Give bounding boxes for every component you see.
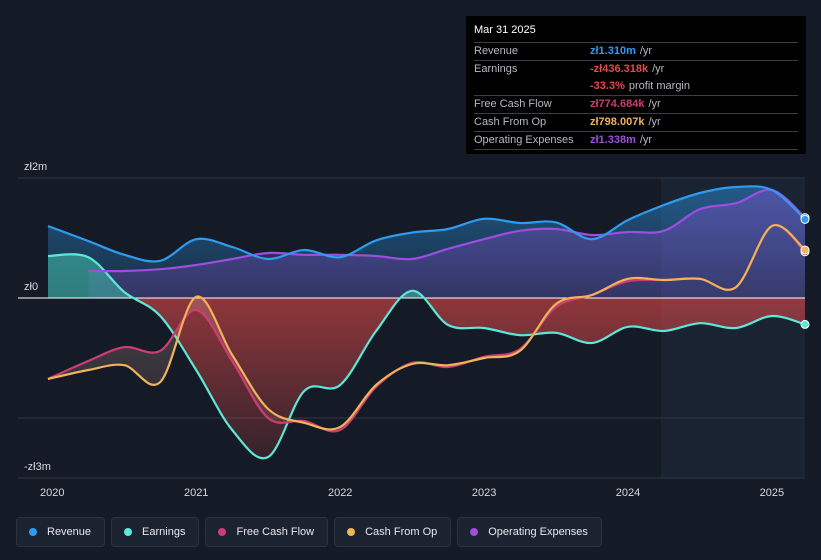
- tooltip-unit: /yr: [652, 63, 665, 75]
- legend-label: Cash From Op: [365, 526, 438, 538]
- tooltip-row-revenue: Revenue zł1.310m /yr: [474, 43, 798, 61]
- x-axis: 2020 2021 2022 2023 2024 2025: [40, 487, 784, 499]
- legend-dot-icon: [124, 528, 133, 536]
- tooltip-value: zł1.310m: [590, 45, 636, 57]
- tooltip-label: Revenue: [474, 45, 519, 57]
- legend-revenue[interactable]: Revenue: [16, 517, 106, 547]
- tooltip-unit: profit margin: [628, 80, 690, 92]
- legend-cash-from-op[interactable]: Cash From Op: [334, 517, 452, 547]
- earnings-negative-area: [48, 298, 805, 459]
- tooltip-panel: Mar 31 2025 Revenue zł1.310m /yr Earning…: [466, 16, 806, 154]
- series-areas: [48, 186, 806, 459]
- tooltip-unit: /yr: [639, 45, 653, 57]
- tooltip-label: Operating Expenses: [474, 134, 574, 146]
- revenue-line: [47, 185, 806, 263]
- tooltip-unit: /yr: [648, 116, 661, 128]
- legend: Revenue Earnings Free Cash Flow Cash Fro…: [16, 517, 602, 547]
- tooltip-label: Earnings: [474, 63, 518, 75]
- tooltip-row-fcf: Free Cash Flow zł774.684k /yr: [474, 96, 798, 114]
- earnings-line: [47, 253, 806, 460]
- legend-free-cash-flow[interactable]: Free Cash Flow: [205, 517, 329, 547]
- tooltip-date: Mar 31 2025: [474, 24, 798, 43]
- x-tick-label: 2023: [472, 487, 496, 499]
- tooltip-row-cfo: Cash From Op zł798.007k /yr: [474, 114, 798, 132]
- tooltip-label: Free Cash Flow: [474, 98, 552, 110]
- tooltip-unit: /yr: [648, 98, 661, 110]
- tooltip-value: -33.3%: [590, 80, 625, 92]
- legend-operating-expenses[interactable]: Operating Expenses: [457, 517, 602, 547]
- x-tick-label: 2022: [328, 487, 352, 499]
- tooltip-value: zł798.007k: [590, 116, 645, 128]
- chart-area: zł2m zł0 -zł3m 2020 2021 2022 2023 2024 2025: [18, 161, 810, 499]
- legend-label: Revenue: [47, 526, 92, 538]
- opex-area: [88, 189, 806, 298]
- earnings-endpoint: [800, 319, 810, 329]
- y-tick-label: -zł3m: [24, 461, 51, 473]
- y-tick-label: zł2m: [24, 161, 47, 173]
- tooltip-value: zł774.684k: [590, 98, 645, 110]
- x-tick-label: 2021: [184, 487, 208, 499]
- y-axis: zł2m zł0 -zł3m: [24, 161, 51, 473]
- tooltip-value: -zł436.318k: [590, 63, 649, 75]
- x-tick-label: 2020: [40, 487, 64, 499]
- legend-earnings[interactable]: Earnings: [111, 517, 200, 547]
- tooltip-row-opex: Operating Expenses zł1.338m /yr: [474, 132, 798, 150]
- cfo-line: [47, 224, 806, 431]
- legend-label: Free Cash Flow: [236, 526, 315, 538]
- tooltip-row-earnings: Earnings -zł436.318k /yr: [474, 61, 798, 78]
- legend-dot-icon: [218, 528, 227, 536]
- tooltip-value: zł1.338m: [590, 134, 636, 146]
- tooltip-label: Cash From Op: [474, 116, 547, 128]
- x-tick-label: 2024: [616, 487, 640, 499]
- series-lines: [47, 185, 806, 460]
- tooltip-row-margin: -33.3% profit margin: [474, 78, 798, 96]
- series-endpoints: [800, 213, 810, 329]
- legend-dot-icon: [29, 528, 37, 536]
- tooltip-unit: /yr: [639, 134, 653, 146]
- revenue-endpoint: [800, 214, 810, 224]
- x-tick-label: 2025: [760, 487, 784, 499]
- legend-label: Earnings: [142, 526, 186, 538]
- earnings-positive-area: [48, 254, 805, 298]
- y-tick-label: zł0: [24, 281, 38, 293]
- legend-label: Operating Expenses: [488, 526, 588, 538]
- tooltip-label: [474, 78, 590, 95]
- opex-line: [88, 188, 806, 273]
- cfo-endpoint: [800, 245, 810, 255]
- legend-dot-icon: [347, 528, 356, 536]
- legend-dot-icon: [470, 528, 479, 536]
